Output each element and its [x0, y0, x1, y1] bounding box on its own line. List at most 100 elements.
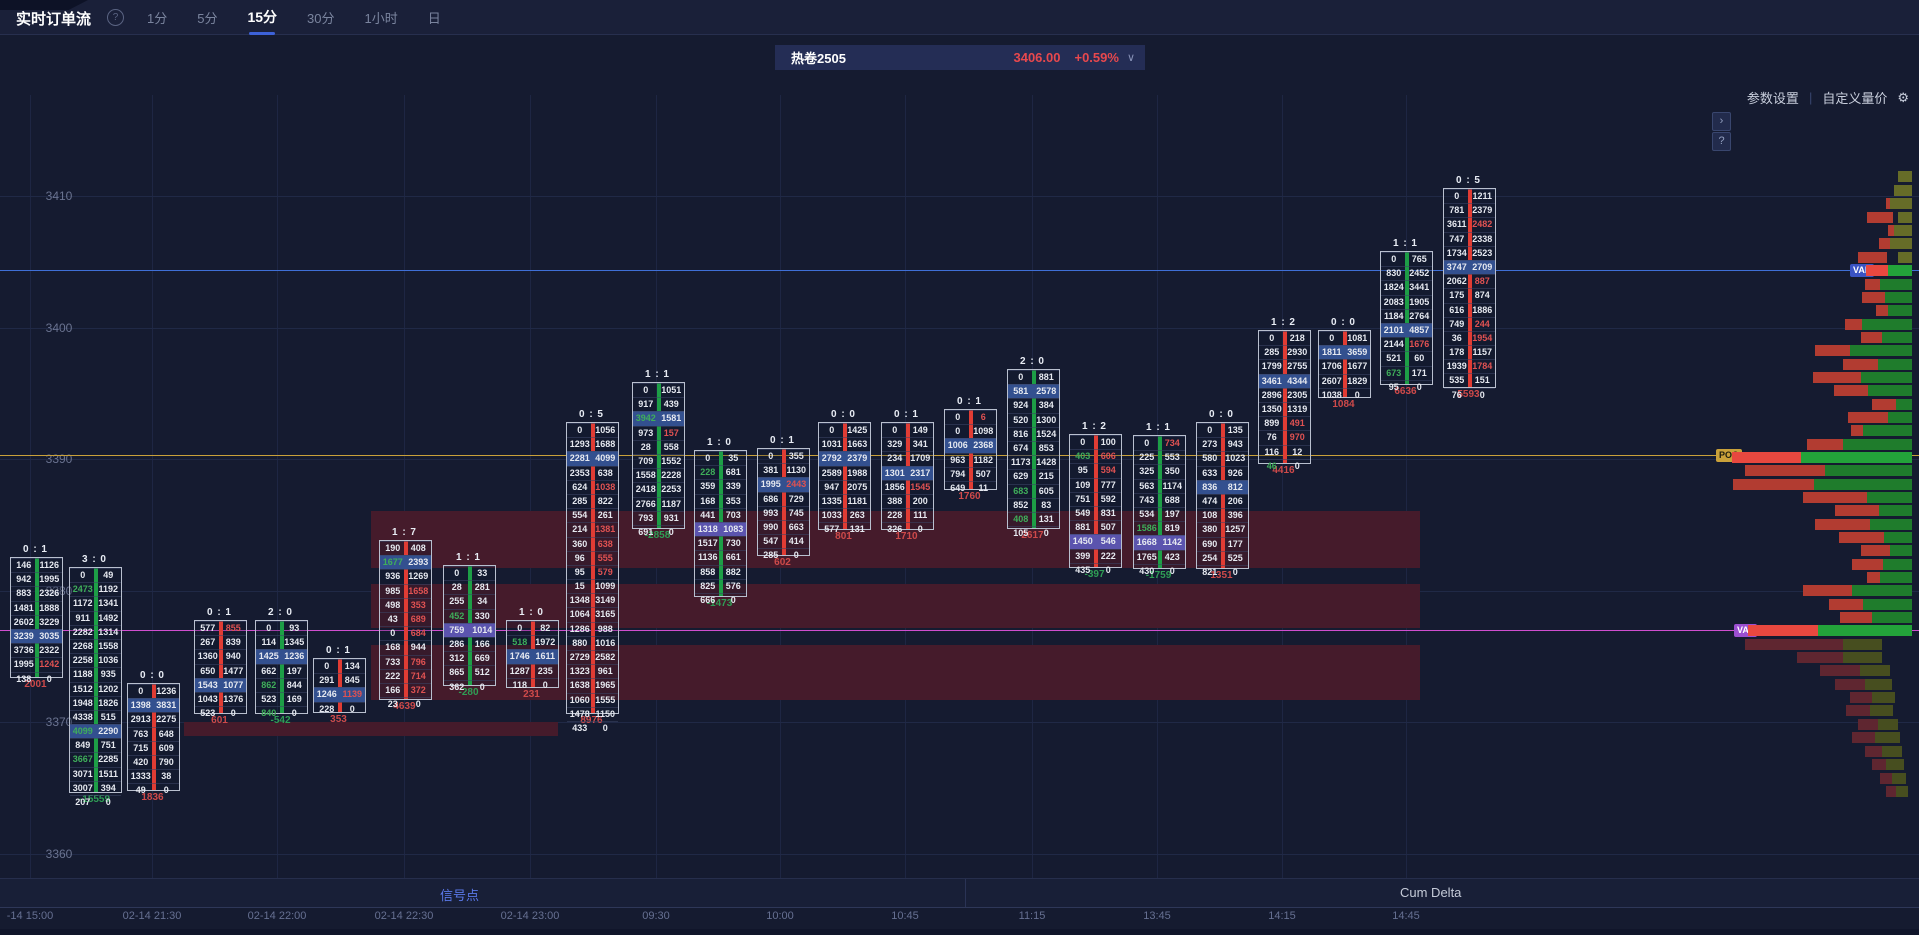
ask-cell: 197	[1164, 508, 1180, 519]
bid-cell: 674	[1013, 442, 1029, 453]
footprint-row: 1184 2764	[1381, 308, 1432, 323]
tab-1小时[interactable]: 1小时	[364, 10, 398, 26]
footprint-row: 2418 2253	[633, 482, 684, 496]
instrument-selector[interactable]: 热卷2505 3406.00 +0.59% ∨	[775, 45, 1145, 70]
tab-1分[interactable]: 1分	[147, 10, 168, 26]
chevron-down-icon[interactable]: ∨	[1126, 52, 1135, 64]
footprint-row: 523 0	[195, 706, 246, 720]
bid-cell: 408	[1013, 513, 1029, 524]
profile-bar-sell	[1888, 225, 1895, 236]
bid-cell: 849	[75, 740, 91, 751]
delta-bar	[1220, 423, 1225, 569]
footprint-row: 673 171	[1381, 365, 1432, 380]
bid-cell: 166	[385, 684, 401, 695]
bid-cell: 985	[385, 585, 401, 596]
footprint-column: 1 : 1 0 33 28 281 255 34 452 330 759 1014 286 166 312…	[443, 552, 496, 700]
footprint-column: 1 : 2 0 218 285 2930 1799 2755 3461 4344 2896 2305…	[1258, 317, 1311, 478]
tab-30分[interactable]: 30分	[307, 10, 335, 26]
footprint-row: 1425 1236	[256, 649, 307, 664]
bid-cell: 43	[387, 613, 398, 624]
footprint-box: 0 49 2473 1192 1172 1341 911 1492 2282 1314 2268 15…	[69, 567, 122, 807]
bid-cell: 178	[1449, 347, 1465, 358]
bid-cell: 733	[385, 656, 401, 667]
bid-cell: 947	[824, 481, 840, 492]
footprint-row: 3611 2482	[1444, 217, 1495, 231]
bid-cell: 1246	[316, 689, 337, 700]
panel-help-button[interactable]: ?	[1712, 132, 1731, 151]
gear-icon[interactable]: ⚙	[1897, 89, 1909, 105]
profile-bar-buy	[1888, 412, 1912, 423]
bid-cell: 1360	[197, 651, 218, 662]
footprint-row: 2282 1314	[70, 624, 121, 639]
bid-cell: 2083	[1383, 296, 1404, 307]
footprint-row: 1638 1965	[567, 678, 618, 692]
footprint-row: 3667 2285	[70, 752, 121, 766]
ask-cell: 2368	[973, 440, 994, 451]
ask-cell: 1142	[1162, 537, 1183, 548]
footprint-row: 28 558	[633, 439, 684, 454]
ask-cell: 263	[849, 510, 865, 521]
tab-日[interactable]: 日	[427, 10, 441, 26]
bid-cell: 214	[572, 524, 588, 535]
imbalance-header: 0 : 0	[1208, 409, 1234, 420]
ask-cell: 558	[663, 441, 679, 452]
delta-bar	[34, 558, 39, 677]
footprint-row: 2896 2305	[1259, 387, 1310, 402]
bid-cell: 1765	[1136, 551, 1157, 562]
footprint-row: 793 931	[633, 510, 684, 525]
toolbar-divider: |	[1808, 90, 1813, 105]
footprint-row: 781 2379	[1444, 203, 1495, 217]
ask-cell: 1492	[98, 612, 119, 623]
bid-cell: 190	[385, 543, 401, 553]
bid-cell: 0	[390, 628, 396, 639]
profile-bar-sell	[1745, 639, 1843, 650]
footprint-row: 1173 1428	[1008, 455, 1059, 469]
bid-cell: 118	[512, 679, 528, 690]
custom-volume-price-button[interactable]: 自定义量价	[1822, 91, 1888, 106]
ask-cell: 34	[477, 596, 488, 607]
footprint-row: 1811 3659	[1319, 345, 1370, 360]
settings-button[interactable]: 参数设置	[1746, 91, 1799, 106]
column-delta: -397	[1084, 569, 1105, 580]
bid-cell: 267	[200, 637, 216, 648]
footprint-row: 388 200	[882, 493, 933, 508]
profile-bar-buy	[1888, 265, 1912, 276]
footprint-row: 234 1709	[882, 451, 933, 465]
ask-cell: 2075	[847, 481, 868, 492]
chart-canvas[interactable]: 3410 3400 3390 3380 3370 3360 VAH POC VAL 0 : 1 14…	[0, 35, 1919, 878]
tab-5分[interactable]: 5分	[197, 10, 218, 26]
bid-cell: 116	[1264, 446, 1280, 457]
bid-cell: 649	[950, 482, 966, 493]
bid-cell: 1060	[569, 694, 590, 705]
footprint-row: 0 218	[1259, 331, 1310, 345]
help-icon[interactable]: ?	[107, 9, 124, 26]
profile-bar-sell	[1840, 612, 1872, 623]
footprint-box: 0 6 0 1098 1006 2368 963 1182 794 507 649 11	[944, 409, 997, 493]
bid-cell: 1706	[1321, 361, 1342, 372]
ask-cell: 394	[100, 782, 116, 793]
ask-cell: 0	[349, 703, 355, 714]
footprint-row: 1746 1611	[507, 649, 558, 664]
ask-cell: 3441	[1409, 282, 1430, 293]
footprint-box: 0 765 830 2452 1824 3441 2083 1905 1184 2764 2101 4…	[1380, 251, 1433, 392]
footprint-row: 1995 2443	[758, 477, 809, 492]
ask-cell: 546	[1100, 536, 1116, 547]
column-delta: 231	[523, 689, 540, 700]
signal-point-label[interactable]: 信号点	[440, 888, 480, 903]
footprint-row: 36 1954	[1444, 330, 1495, 345]
bid-cell: 3239	[13, 630, 34, 641]
profile-bar-sell	[1852, 559, 1883, 570]
bid-cell: 0	[768, 451, 774, 461]
price-axis-label: 3360	[45, 847, 73, 861]
delta-bar	[1467, 189, 1472, 387]
footprint-row: 709 1552	[633, 453, 684, 468]
poc-line	[0, 455, 1919, 456]
ask-cell: 2379	[847, 453, 868, 464]
expand-button[interactable]: ›	[1712, 112, 1731, 131]
tab-15分[interactable]: 15分	[245, 0, 279, 36]
footprint-row: 0 1051	[633, 383, 684, 397]
footprint-row: 2144 1676	[1381, 337, 1432, 351]
bid-cell: 0	[577, 425, 583, 435]
imbalance-header: 1 : 2	[1270, 317, 1296, 328]
grid-vline	[1406, 95, 1407, 878]
